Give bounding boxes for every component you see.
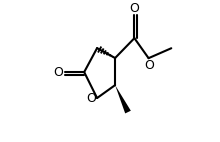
Text: O: O xyxy=(129,2,139,15)
Text: O: O xyxy=(86,92,96,105)
Text: O: O xyxy=(54,66,63,79)
Text: O: O xyxy=(144,59,154,72)
Polygon shape xyxy=(115,85,131,113)
